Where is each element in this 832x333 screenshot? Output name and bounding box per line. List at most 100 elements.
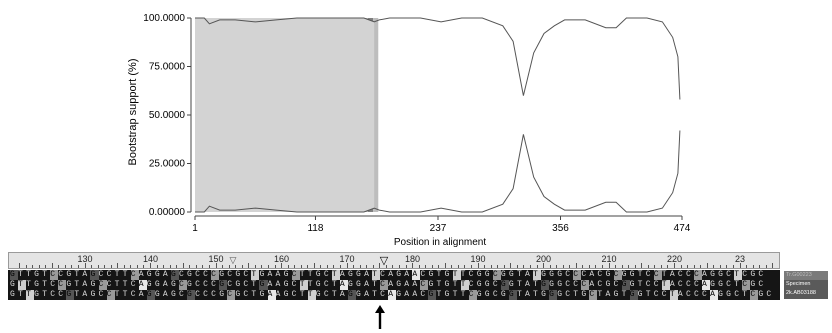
ruler-tick (516, 265, 518, 268)
x-tick-label-4: 474 (674, 223, 691, 234)
region-band-4 (373, 18, 379, 212)
base-cell: G (500, 280, 509, 290)
ruler-tick (300, 265, 302, 268)
base-cell: C (211, 290, 220, 300)
base-cell: A (339, 270, 348, 280)
ruler-tick (752, 265, 754, 268)
ruler-tick (602, 265, 603, 268)
base-cell: T (307, 290, 316, 300)
base-cell: T (74, 280, 83, 290)
base-cell: G (710, 270, 719, 280)
base-cell: C (211, 270, 220, 280)
base-cell: G (750, 280, 759, 290)
bootstrap-chart: 0.00000 25.0000 50.0000 75.0000 100.0000 1 11… (127, 13, 691, 248)
base-cell: G (758, 290, 767, 300)
ruler-tick (281, 263, 282, 268)
base-cell: C (178, 270, 188, 280)
base-cell: C (573, 280, 582, 290)
base-cell: C (742, 270, 751, 280)
base-cell: C (243, 290, 252, 300)
base-cell: A (275, 270, 284, 280)
ruler-cursor-icon[interactable]: ▽ (379, 255, 389, 267)
base-cell: C (468, 280, 477, 290)
y-tick-label-3: 75.0000 (149, 62, 186, 73)
base-cell: A (388, 270, 397, 280)
ruler-tick (71, 265, 73, 268)
ruler-tick (444, 263, 446, 268)
base-cell: A (138, 290, 147, 300)
base-cell: C (492, 280, 501, 290)
ruler-tick (117, 263, 119, 268)
ruler-tick (97, 265, 99, 268)
base-cell: C (581, 270, 590, 280)
ruler-tick (104, 265, 106, 268)
ruler-tick (38, 265, 40, 268)
ruler-tick (254, 265, 256, 268)
ruler-tick (654, 265, 656, 268)
base-cell: A (589, 270, 598, 280)
base-cell: G (396, 290, 405, 300)
ruler-number: 210 (601, 254, 617, 264)
ruler-tick (693, 265, 695, 268)
base-cell: G (541, 270, 550, 280)
base-cell: C (693, 270, 703, 280)
base-cell: C (726, 270, 735, 280)
ruler-tick (372, 265, 374, 268)
base-cell: T (372, 290, 381, 300)
base-cell: C (58, 270, 67, 280)
base-cell: C (227, 270, 236, 280)
base-cell: G (170, 270, 179, 280)
base-cell: G (283, 280, 292, 290)
base-cell: C (98, 280, 107, 290)
ruler-tick (405, 265, 407, 268)
base-cell: A (267, 270, 276, 280)
base-cell: C (227, 280, 236, 290)
base-cell: G (347, 290, 357, 300)
base-cell: C (130, 270, 139, 280)
base-cell: C (581, 280, 590, 290)
base-cell: A (404, 290, 413, 300)
base-cell: T (460, 290, 469, 300)
ruler-tick (523, 265, 525, 268)
ruler-tick (130, 265, 132, 268)
base-cell: T (251, 290, 260, 300)
base-cell: G (356, 270, 365, 280)
ruler-tick (235, 265, 237, 268)
base-cell: T (26, 290, 35, 300)
base-cell: C (742, 280, 751, 290)
ruler-tick (91, 265, 92, 268)
base-cell: T (436, 270, 445, 280)
ruler-tick (739, 263, 741, 268)
ruler-tick (84, 263, 86, 268)
base-cell: T (331, 280, 340, 290)
base-cell: C (726, 280, 735, 290)
ruler-number: 190 (470, 254, 486, 264)
base-cell: A (412, 270, 421, 280)
ruler-tick (136, 265, 138, 268)
base-cell: C (58, 280, 67, 290)
base-cell: A (589, 280, 598, 290)
base-cell: A (702, 280, 711, 290)
ruler-marker-icon[interactable]: ▽ (229, 255, 237, 265)
base-cell: A (388, 290, 397, 300)
base-cell: G (557, 290, 566, 300)
base-cell: G (66, 270, 75, 280)
base-cell: G (283, 290, 292, 300)
sequence-ruler[interactable]: 130 140 150 160 170 180 190 200 210 220 23 ▽ ▽ (8, 252, 780, 269)
base-cell: C (677, 280, 686, 290)
base-cell: A (275, 290, 284, 300)
ruler-tick (451, 265, 453, 268)
base-cell: A (412, 290, 421, 300)
ruler-tick (320, 265, 322, 268)
base-cell: A (82, 280, 91, 290)
base-cell: C (734, 290, 743, 300)
base-cell: C (693, 290, 703, 300)
base-cell: T (573, 290, 582, 300)
series-lower-line (195, 130, 681, 213)
base-cell: T (452, 290, 461, 300)
base-cell: G (476, 280, 485, 290)
ruler-tick (169, 265, 171, 268)
base-cell: A (82, 270, 91, 280)
